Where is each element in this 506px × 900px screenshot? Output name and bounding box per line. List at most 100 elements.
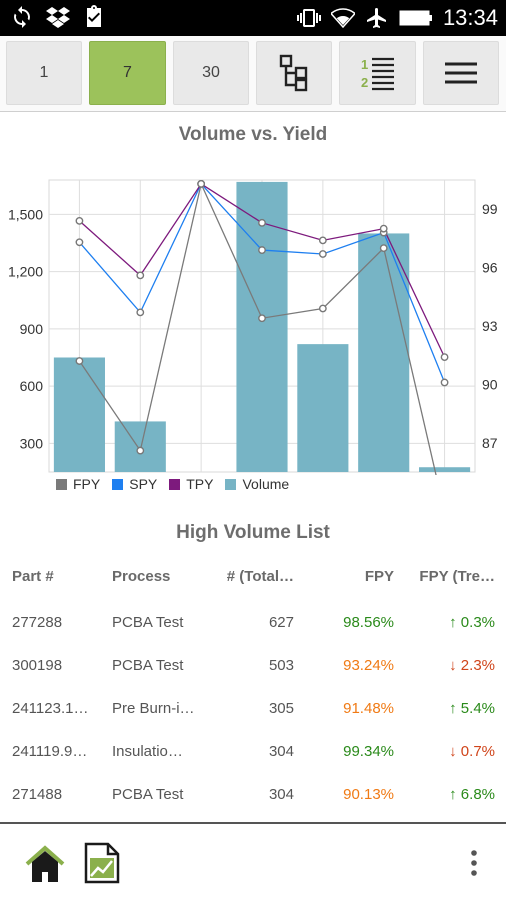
bottom-bar xyxy=(0,822,506,900)
right-axis-tick-label: 87 xyxy=(482,435,498,451)
hierarchy-icon xyxy=(279,54,308,92)
cell-process: PCBA Test xyxy=(112,614,184,631)
series-point-fpy xyxy=(136,446,145,455)
left-axis-tick-label: 600 xyxy=(20,378,44,394)
left-axis-tick-label: 300 xyxy=(20,435,44,451)
range-7-button[interactable]: 7 xyxy=(89,41,166,105)
col-header-process[interactable]: Process xyxy=(112,568,171,585)
ranked-list-button[interactable]: 1 2 xyxy=(339,41,416,105)
wifi-icon xyxy=(330,8,355,29)
table-row[interactable]: 277288 PCBA Test 627 98.56% ↑ 0.3% xyxy=(0,602,506,645)
legend-label: SPY xyxy=(129,476,158,492)
cell-total: 503 xyxy=(268,657,294,674)
legend-label: TPY xyxy=(186,476,214,492)
volume-bar xyxy=(297,344,349,472)
series-point-tpy xyxy=(75,216,84,225)
cell-part: 241119.9… xyxy=(12,743,88,760)
status-time: 13:34 xyxy=(442,5,498,30)
right-axis-tick-label: 90 xyxy=(482,376,498,392)
cell-process: PCBA Test xyxy=(112,786,184,803)
cell-fpy-trend: ↑ 0.3% xyxy=(449,614,495,631)
cell-fpy: 99.34% xyxy=(343,743,394,760)
vibrate-icon xyxy=(296,9,321,27)
col-header-fpy[interactable]: FPY xyxy=(364,568,394,585)
overflow-menu-icon[interactable] xyxy=(466,848,482,878)
right-axis-tick-label: 99 xyxy=(482,201,498,217)
table-header: Part # Process # (Total… FPY FPY (Tre… xyxy=(0,568,506,594)
cell-fpy-trend: ↑ 6.8% xyxy=(449,786,495,803)
menu-button[interactable] xyxy=(423,41,499,105)
range-1-button[interactable]: 1 xyxy=(6,41,82,105)
legend-item-fpy: FPY xyxy=(56,476,100,492)
series-point-spy xyxy=(136,308,145,317)
series-point-tpy xyxy=(136,271,145,280)
table-row[interactable]: 241123.1… Pre Burn-i… 305 91.48% ↑ 5.4% xyxy=(0,688,506,731)
status-bar: 13:34 xyxy=(0,0,506,36)
chart-title: Volume vs. Yield xyxy=(178,124,328,145)
left-axis-tick-label: 1,200 xyxy=(8,264,43,280)
dropbox-icon xyxy=(46,7,70,28)
volume-bar xyxy=(358,233,410,472)
cell-total: 304 xyxy=(268,786,294,803)
table-title: High Volume List xyxy=(176,522,330,543)
col-header-total[interactable]: # (Total… xyxy=(226,568,294,585)
cell-process: Pre Burn-i… xyxy=(112,700,195,717)
cell-total: 305 xyxy=(268,700,294,717)
series-point-spy xyxy=(440,378,449,387)
volume-bar xyxy=(419,467,471,472)
chart-document-icon[interactable] xyxy=(84,842,120,884)
hierarchy-button[interactable] xyxy=(256,41,332,105)
svg-text:1: 1 xyxy=(361,57,368,72)
volume-yield-chart: 300 600 900 1,200 1,500 87 90 93 96 99 xyxy=(8,179,498,475)
cell-fpy: 91.48% xyxy=(343,700,394,717)
volume-bar xyxy=(236,181,288,472)
series-point-tpy xyxy=(258,218,266,227)
series-point-spy xyxy=(318,250,327,258)
chart-legend: FPY SPY TPY Volume xyxy=(56,476,293,492)
cell-total: 304 xyxy=(268,743,294,760)
right-axis-tick-label: 96 xyxy=(482,260,498,276)
legend-item-tpy: TPY xyxy=(169,476,213,492)
sync-icon xyxy=(14,6,30,28)
legend-label: FPY xyxy=(73,476,101,492)
table-row[interactable]: 241119.9… Insulatio… 304 99.34% ↓ 0.7% xyxy=(0,731,506,774)
cell-part: 271488 xyxy=(12,786,63,803)
legend-label: Volume xyxy=(242,476,290,492)
toolbar: 1 7 30 1 2 xyxy=(0,36,506,112)
series-point-tpy xyxy=(197,179,206,188)
series-point-fpy xyxy=(318,304,327,313)
volume-bar xyxy=(53,357,105,472)
left-axis-tick-label: 1,500 xyxy=(8,206,43,222)
legend-item-spy: SPY xyxy=(112,476,157,492)
cell-part: 241123.1… xyxy=(12,700,89,717)
cell-process: Insulatio… xyxy=(112,743,183,760)
series-point-tpy xyxy=(379,224,388,233)
battery-icon xyxy=(399,10,432,26)
range-30-button[interactable]: 30 xyxy=(173,41,249,105)
ranked-list-icon: 1 2 xyxy=(361,57,394,91)
right-axis-tick-label: 93 xyxy=(482,318,498,334)
home-icon[interactable] xyxy=(25,844,65,884)
series-point-fpy xyxy=(258,314,266,323)
legend-swatch xyxy=(56,478,67,490)
cell-fpy-trend: ↓ 2.3% xyxy=(449,657,495,674)
svg-text:2: 2 xyxy=(361,75,368,90)
series-point-fpy xyxy=(379,244,388,253)
cell-fpy-trend: ↑ 5.4% xyxy=(449,700,495,717)
left-axis-tick-label: 900 xyxy=(20,321,44,337)
table-row[interactable]: 271488 PCBA Test 304 90.13% ↑ 6.8% xyxy=(0,774,506,817)
cell-part: 277288 xyxy=(12,614,63,631)
table-row[interactable]: 300198 PCBA Test 503 93.24% ↓ 2.3% xyxy=(0,645,506,688)
legend-item-volume: Volume xyxy=(225,476,289,492)
airplane-icon xyxy=(366,8,386,28)
legend-swatch xyxy=(112,478,124,490)
series-point-spy xyxy=(75,238,84,247)
cell-fpy-trend: ↓ 0.7% xyxy=(449,743,495,760)
cell-total: 627 xyxy=(268,614,294,631)
series-point-tpy xyxy=(318,236,327,245)
cell-part: 300198 xyxy=(12,657,63,674)
col-header-fpy-trend[interactable]: FPY (Tre… xyxy=(419,568,495,585)
series-point-spy xyxy=(258,246,266,254)
col-header-part[interactable]: Part # xyxy=(12,568,54,585)
cell-fpy: 98.56% xyxy=(343,614,394,631)
